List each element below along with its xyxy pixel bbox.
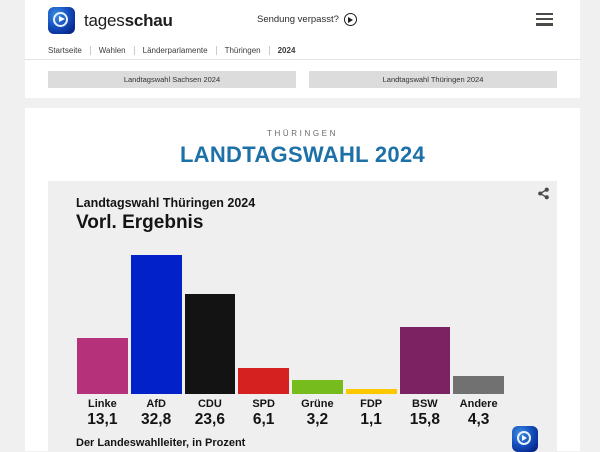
breadcrumb-wahlen[interactable]: Wahlen xyxy=(89,45,134,55)
bar-value: 4,3 xyxy=(467,411,490,428)
missed-broadcast-label: Sendung verpasst? xyxy=(257,14,339,25)
tagesschau-globe-icon xyxy=(48,7,75,34)
bar-bsw xyxy=(399,326,451,394)
bar-column-spd: SPD 6,1 xyxy=(238,234,289,429)
bar-spd xyxy=(238,368,289,394)
share-icon[interactable] xyxy=(537,187,550,200)
results-chart-panel: Landtagswahl Thüringen 2024 Vorl. Ergebn… xyxy=(48,181,557,452)
chart-title: Landtagswahl Thüringen 2024 xyxy=(76,196,256,210)
chart-source: Der Landeswahlleiter, in Prozent xyxy=(76,437,246,449)
brand-wordmark: tagesschau xyxy=(84,10,173,30)
header: tagesschau Sendung verpasst? xyxy=(25,0,580,41)
thueringen-election-button[interactable]: Landtagswahl Thüringen 2024 xyxy=(309,71,557,88)
bar-gruene xyxy=(292,380,343,394)
bar-value: 3,2 xyxy=(306,411,329,428)
breadcrumb-thueringen[interactable]: Thüringen xyxy=(215,45,269,55)
breadcrumb-divider xyxy=(25,59,580,60)
bar-column-linke: Linke 13,1 xyxy=(77,234,128,429)
bar-label: BSW xyxy=(412,398,438,410)
bar-column-bsw: BSW 15,8 xyxy=(399,234,451,429)
bar-label: AfD xyxy=(146,398,166,410)
bar-label: Andere xyxy=(459,398,498,410)
missed-broadcast-link[interactable]: Sendung verpasst? xyxy=(257,13,357,26)
breadcrumb-2024[interactable]: 2024 xyxy=(268,45,304,55)
bar-linke xyxy=(77,338,128,394)
breadcrumb-startseite[interactable]: Startseite xyxy=(48,45,82,55)
bar-value: 6,1 xyxy=(252,411,275,428)
page-title: LANDTAGSWAHL 2024 xyxy=(179,142,426,167)
bar-column-fdp: FDP 1,1 xyxy=(345,234,397,429)
bar-value: 13,1 xyxy=(87,411,118,428)
breadcrumb: Startseite Wahlen Länderparlamente Thüri… xyxy=(48,41,580,59)
bar-column-gruene: Grüne 3,2 xyxy=(292,234,343,429)
sachsen-election-button[interactable]: Landtagswahl Sachsen 2024 xyxy=(48,71,296,88)
page-column: tagesschau Sendung verpasst? Startseite … xyxy=(25,0,580,452)
hamburger-menu-icon[interactable] xyxy=(536,13,553,29)
bar-fdp xyxy=(345,389,397,394)
bar-chart: Linke 13,1 AfD 32,8 CDU 23,6 SPD 6,1 xyxy=(77,234,504,429)
section-gap xyxy=(25,98,580,108)
bar-label: Linke xyxy=(88,398,117,410)
header-card: tagesschau Sendung verpasst? Startseite … xyxy=(25,0,580,98)
main-card: THÜRINGEN LANDTAGSWAHL 2024 Landtagswahl… xyxy=(25,108,580,452)
tagesschau-watermark-icon xyxy=(512,426,538,452)
bar-column-afd: AfD 32,8 xyxy=(130,234,182,429)
bar-value: 23,6 xyxy=(194,411,225,428)
bar-value: 15,8 xyxy=(409,411,440,428)
bar-column-andere: Andere 4,3 xyxy=(453,234,504,429)
region-label: THÜRINGEN xyxy=(267,129,338,138)
bar-label: CDU xyxy=(197,398,222,410)
election-nav: Landtagswahl Sachsen 2024 Landtagswahl T… xyxy=(25,60,580,98)
bar-label: Grüne xyxy=(301,398,334,410)
bar-afd xyxy=(130,254,182,394)
bar-value: 1,1 xyxy=(360,411,382,428)
bar-label: SPD xyxy=(252,398,275,410)
chart-subtitle: Vorl. Ergebnis xyxy=(76,212,204,233)
bar-andere xyxy=(453,375,504,394)
bar-cdu xyxy=(184,293,236,394)
bar-value: 32,8 xyxy=(141,411,172,428)
bar-column-cdu: CDU 23,6 xyxy=(184,234,236,429)
breadcrumb-laenderparlamente[interactable]: Länderparlamente xyxy=(133,45,216,55)
play-icon xyxy=(343,13,357,26)
tagesschau-logo-link[interactable]: tagesschau xyxy=(48,7,173,34)
bar-label: FDP xyxy=(360,398,383,410)
